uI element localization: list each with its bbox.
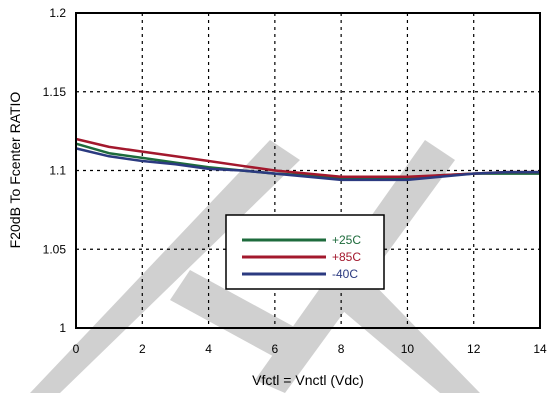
- legend-label: -40C: [332, 267, 358, 281]
- x-tick-label: 14: [533, 342, 547, 356]
- y-tick-label: 1: [59, 321, 66, 335]
- y-tick-label: 1.2: [49, 6, 66, 20]
- x-tick-label: 8: [338, 342, 345, 356]
- x-tick-label: 2: [139, 342, 146, 356]
- y-tick-label: 1.05: [43, 242, 67, 256]
- x-tick-label: 0: [73, 342, 80, 356]
- y-tick-label: 1.15: [43, 85, 67, 99]
- x-tick-label: 4: [205, 342, 212, 356]
- x-tick-labels: 0 2 4 6 8 10 12 14: [73, 342, 547, 356]
- x-tick-label: 10: [401, 342, 415, 356]
- x-tick-label: 12: [467, 342, 481, 356]
- x-axis-label: Vfctl = Vnctl (Vdc): [252, 372, 364, 388]
- x-tick-label: 6: [272, 342, 279, 356]
- legend: +25C +85C -40C: [225, 214, 385, 290]
- y-tick-label: 1.1: [49, 164, 66, 178]
- legend-label: +25C: [332, 233, 361, 247]
- legend-box: [225, 214, 385, 290]
- plot-frame: [75, 12, 541, 329]
- legend-label: +85C: [332, 250, 361, 264]
- series-line: [75, 147, 540, 182]
- y-axis-label: F20dB To Fcenter RATIO: [7, 92, 23, 249]
- y-tick-labels: 1 1.05 1.1 1.15 1.2: [43, 6, 67, 335]
- series-lines: [75, 137, 540, 182]
